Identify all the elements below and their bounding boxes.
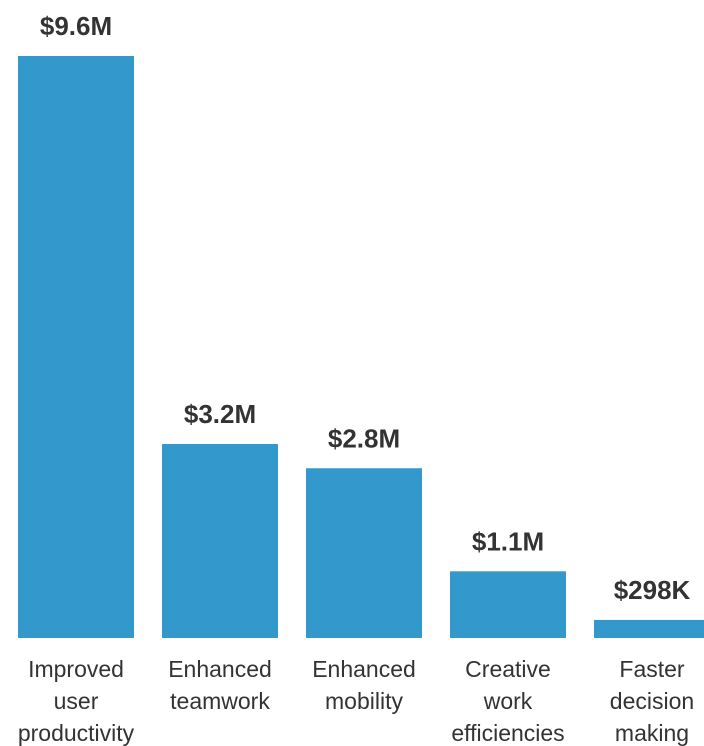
bar [594, 619, 704, 638]
category-label: Improved user productivity [18, 656, 135, 746]
category-label-line: Enhanced [312, 656, 416, 682]
category-label-line: decision [610, 688, 694, 714]
bar-value-label: $9.6M [40, 11, 112, 41]
category-label-line: user [54, 688, 99, 714]
category-label-line: Faster [619, 656, 685, 682]
value-labels-group: $9.6M $3.2M $2.8M $1.1M $298K [40, 11, 691, 605]
bar [18, 56, 134, 638]
bar [162, 444, 278, 638]
category-label-line: work [483, 688, 533, 714]
category-label: Creative work efficiencies [451, 656, 564, 746]
category-label-line: Creative [465, 656, 551, 682]
category-label-line: mobility [325, 688, 403, 714]
bar [450, 571, 566, 638]
bar [306, 468, 422, 638]
category-label-line: Improved [28, 656, 124, 682]
category-labels-group: Improved user productivity Enhanced teamwork… [18, 656, 694, 746]
category-label: Enhanced mobility [312, 656, 416, 714]
category-label-line: making [615, 720, 689, 746]
bar-value-label: $2.8M [328, 423, 400, 453]
category-label-line: teamwork [170, 688, 270, 714]
bar-value-label: $3.2M [184, 399, 256, 429]
category-label: Enhanced teamwork [168, 656, 272, 714]
category-label-line: productivity [18, 720, 135, 746]
category-label-line: efficiencies [451, 720, 564, 746]
bar-value-label: $298K [614, 575, 691, 605]
bar-value-label: $1.1M [472, 526, 544, 556]
category-label-line: Enhanced [168, 656, 272, 682]
bars-group [18, 56, 704, 638]
category-label: Faster decision making [610, 656, 694, 746]
